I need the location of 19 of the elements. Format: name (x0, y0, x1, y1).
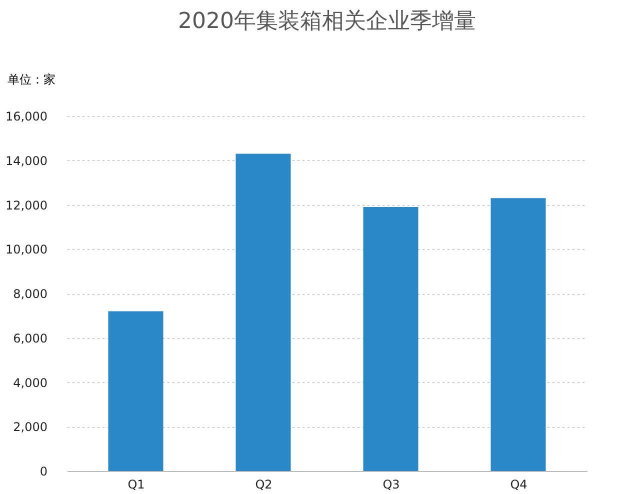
bar (236, 154, 291, 471)
y-tick-label: 6,000 (13, 331, 48, 346)
y-tick-label: 8,000 (13, 287, 48, 301)
x-tick-label: Q3 (382, 478, 400, 492)
bar (363, 206, 418, 471)
y-tick-label: 16,000 (6, 110, 48, 124)
y-axis-title: 单位：家 (8, 72, 56, 86)
y-tick-label: 4,000 (13, 376, 48, 390)
x-tick-label: Q1 (128, 478, 145, 492)
x-tick-label: Q2 (255, 478, 272, 492)
chart-title: 2020年集装箱相关企业季增量 (178, 9, 476, 34)
y-tick-label: 2,000 (13, 420, 48, 434)
y-tick-label: 12,000 (6, 198, 48, 212)
y-tick-label: 0 (40, 464, 48, 478)
bar (490, 198, 546, 471)
y-tick-label: 14,000 (6, 154, 48, 168)
bar (108, 311, 164, 471)
y-tick-label: 10,000 (6, 242, 48, 257)
x-tick-label: Q4 (510, 478, 528, 492)
